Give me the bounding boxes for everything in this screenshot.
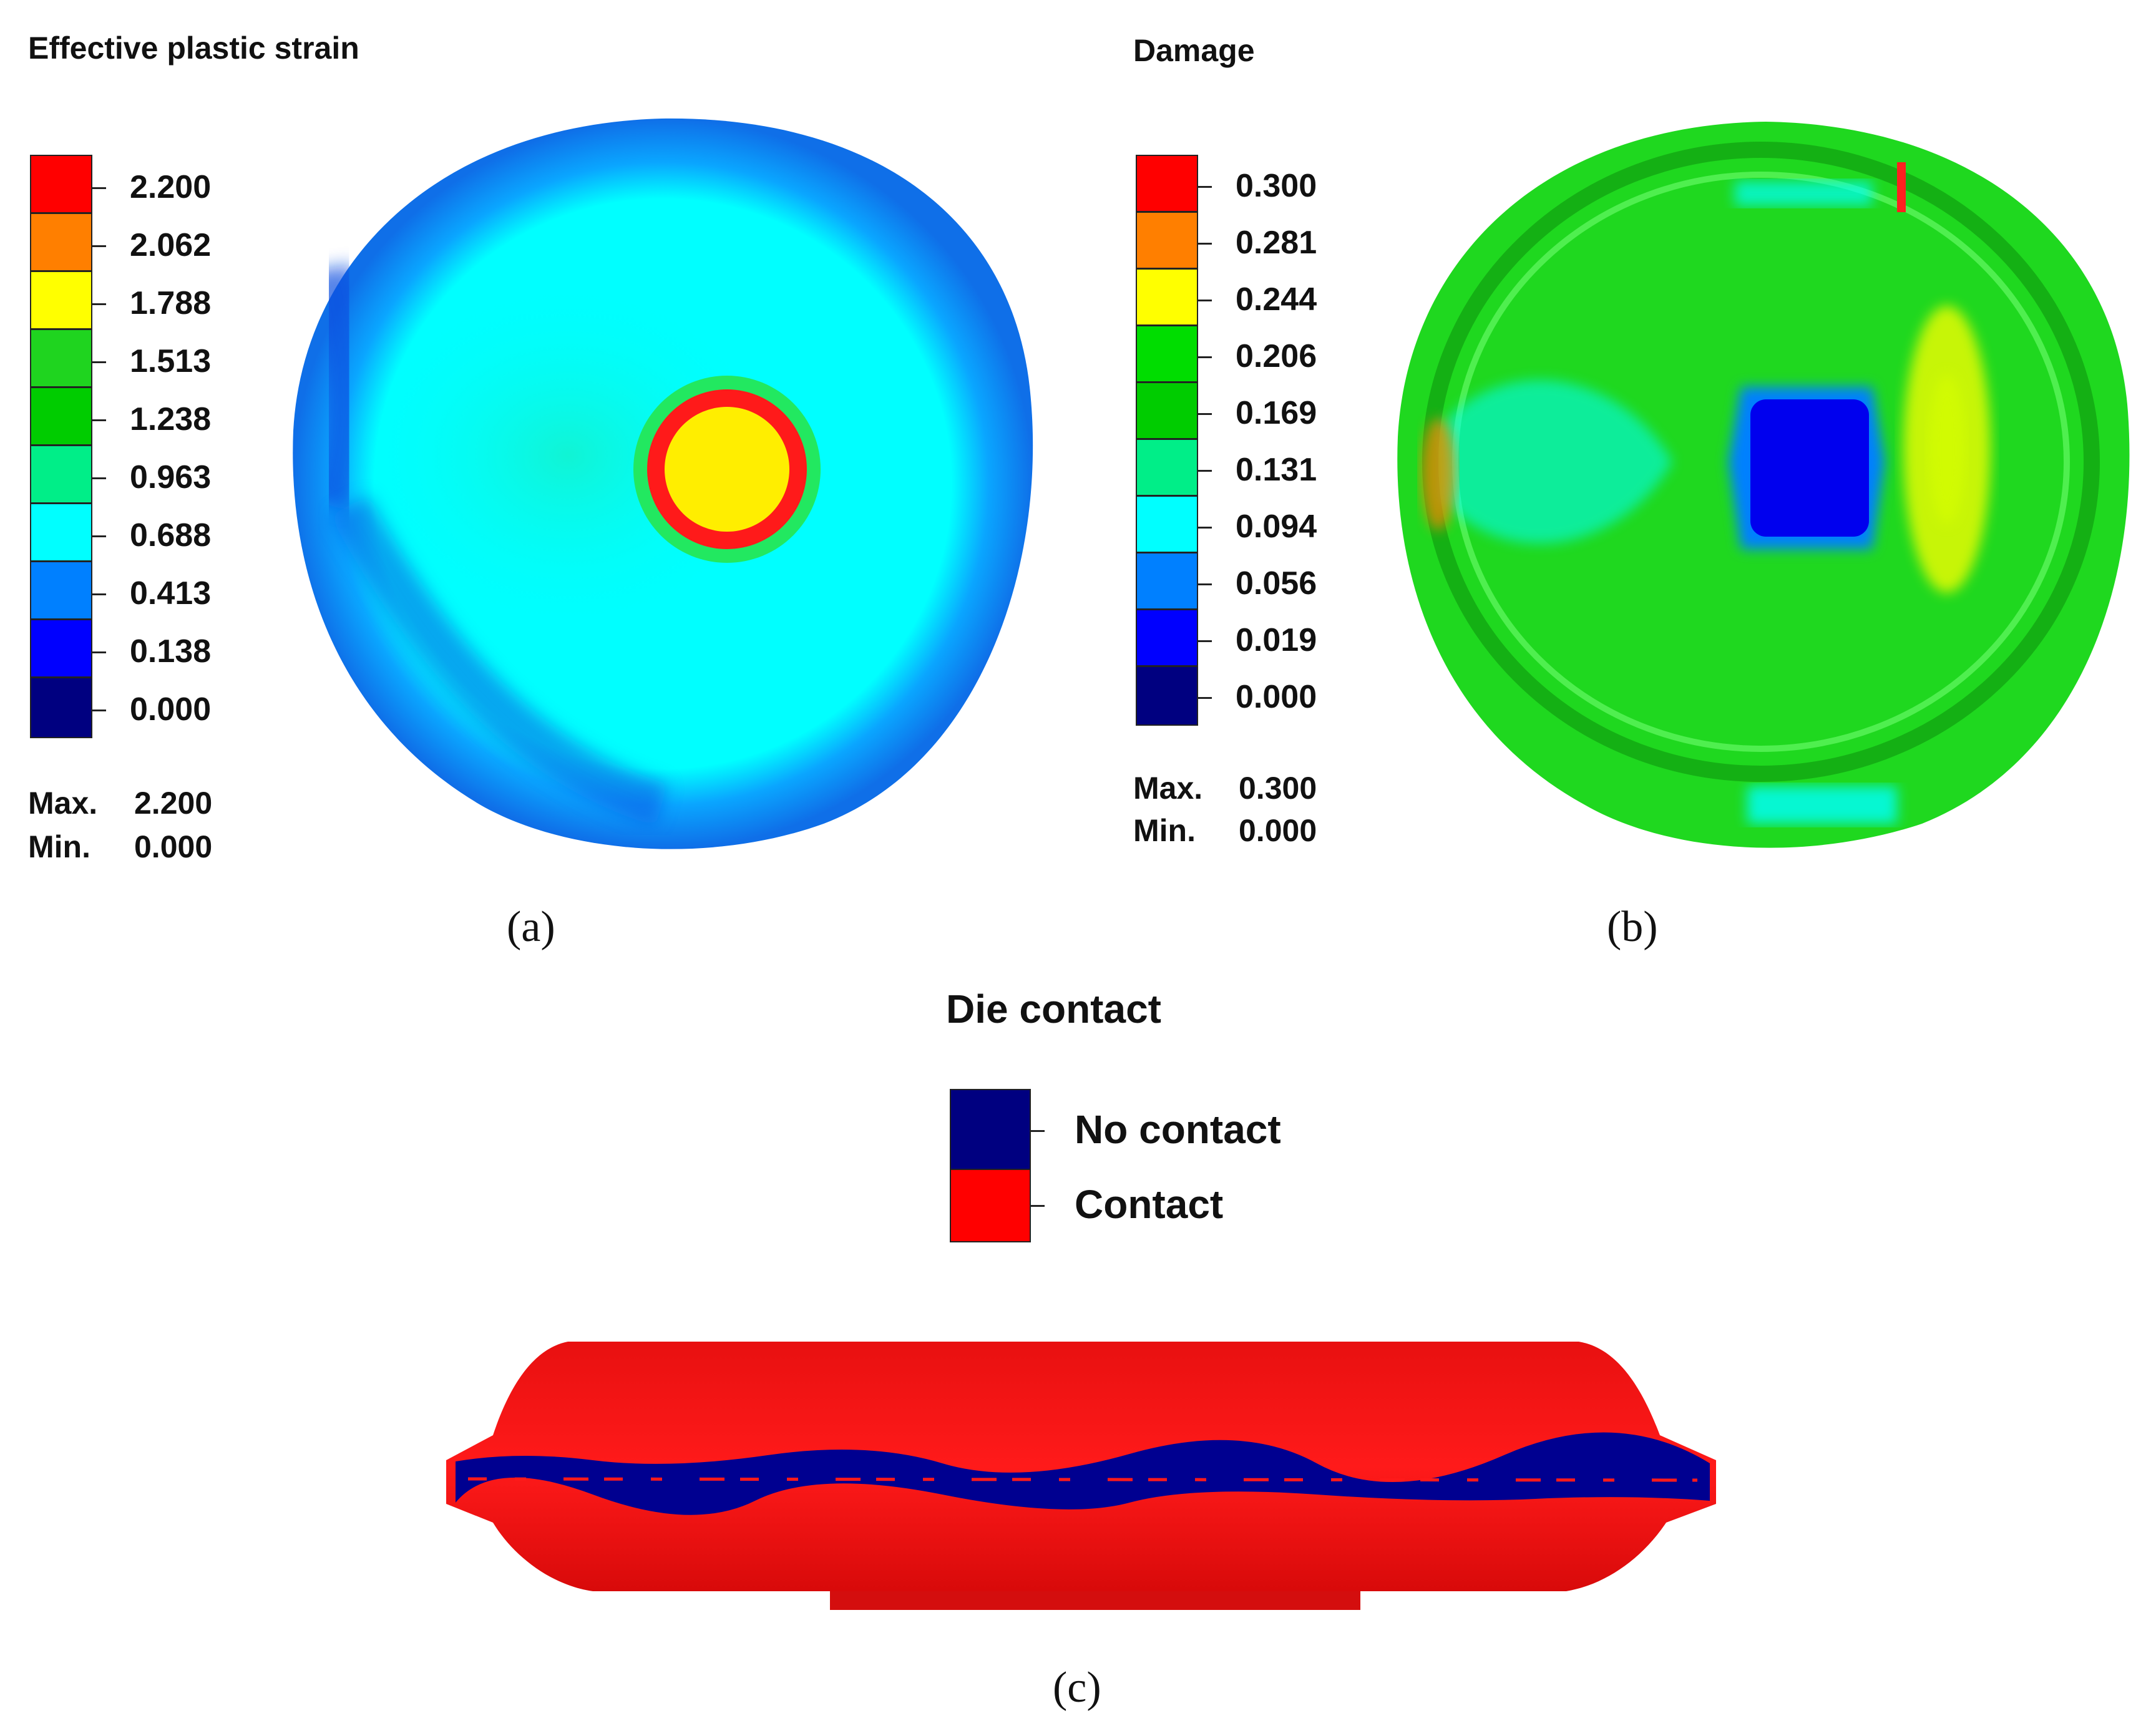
damage-tick-label: 0.244 bbox=[1236, 281, 1317, 318]
strain-tick-label: 0.138 bbox=[130, 633, 212, 670]
strain-swatch-6 bbox=[30, 503, 92, 562]
strain-min-value: 0.000 bbox=[134, 829, 213, 864]
damage-tick-label: 0.206 bbox=[1236, 338, 1317, 374]
strain-swatch-7 bbox=[30, 561, 92, 620]
strain-swatch-2 bbox=[30, 271, 92, 329]
strain-tick-label: 2.062 bbox=[130, 227, 212, 263]
contact-title: Die contact bbox=[946, 987, 1161, 1031]
damage-swatch-5 bbox=[1136, 439, 1198, 496]
damage-tick-label: 0.131 bbox=[1236, 452, 1317, 488]
damage-title: Damage bbox=[1133, 33, 1255, 68]
contact-legend: No contact Contact bbox=[950, 1089, 1387, 1245]
damage-max-label: Max. bbox=[1133, 771, 1203, 806]
damage-swatch-4 bbox=[1136, 382, 1198, 439]
damage-tick-label: 0.300 bbox=[1236, 168, 1317, 204]
damage-max-value: 0.300 bbox=[1239, 771, 1317, 806]
damage-tick-label: 0.094 bbox=[1236, 509, 1317, 545]
strain-tick-label: 1.238 bbox=[130, 401, 212, 437]
strain-swatch-1 bbox=[30, 213, 92, 271]
strain-tick-label: 2.200 bbox=[130, 169, 212, 205]
damage-tick-label: 0.169 bbox=[1236, 395, 1317, 431]
damage-swatch-1 bbox=[1136, 212, 1198, 269]
strain-swatch-0 bbox=[30, 155, 92, 213]
damage-legend: 0.300 0.281 0.244 0.206 0.169 0.131 0.09… bbox=[1136, 155, 1348, 729]
damage-swatch-7 bbox=[1136, 552, 1198, 610]
damage-tick-label: 0.019 bbox=[1236, 622, 1317, 658]
strain-contour-disc bbox=[293, 118, 1033, 849]
panel-c-caption: (c) bbox=[1053, 1664, 1101, 1712]
strain-swatch-8 bbox=[30, 619, 92, 678]
strain-swatch-3 bbox=[30, 329, 92, 388]
strain-tick-label: 1.513 bbox=[130, 343, 212, 379]
damage-tick-label: 0.000 bbox=[1236, 679, 1317, 715]
strain-tick-label: 0.688 bbox=[130, 517, 212, 553]
damage-swatch-0 bbox=[1136, 155, 1198, 212]
damage-tick-label: 0.056 bbox=[1236, 565, 1317, 602]
strain-swatch-5 bbox=[30, 445, 92, 504]
die-contact-workpiece bbox=[446, 1342, 1716, 1610]
strain-swatch-4 bbox=[30, 387, 92, 446]
contact-label: Contact bbox=[1075, 1182, 1224, 1227]
strain-title: Effective plastic strain bbox=[28, 31, 359, 66]
damage-tick-label: 0.281 bbox=[1236, 225, 1317, 261]
strain-tick-label: 0.413 bbox=[130, 575, 212, 612]
no-contact-swatch bbox=[950, 1089, 1031, 1170]
strain-max-value: 2.200 bbox=[134, 786, 213, 821]
strain-tick-label: 0.963 bbox=[130, 459, 212, 495]
strain-min-label: Min. bbox=[28, 829, 90, 864]
no-contact-label: No contact bbox=[1075, 1107, 1281, 1152]
damage-swatch-2 bbox=[1136, 268, 1198, 326]
damage-min-value: 0.000 bbox=[1239, 813, 1317, 848]
strain-max-label: Max. bbox=[28, 786, 98, 821]
damage-min-label: Min. bbox=[1133, 813, 1196, 848]
strain-swatch-9 bbox=[30, 677, 92, 738]
panel-b-caption: (b) bbox=[1607, 903, 1658, 951]
damage-swatch-3 bbox=[1136, 325, 1198, 383]
strain-tick-label: 1.788 bbox=[130, 285, 212, 321]
strain-tick-label: 0.000 bbox=[130, 691, 212, 728]
damage-swatch-8 bbox=[1136, 609, 1198, 666]
damage-swatch-9 bbox=[1136, 666, 1198, 726]
contact-swatch bbox=[950, 1169, 1031, 1242]
damage-contour-disc bbox=[1397, 122, 2130, 848]
damage-swatch-6 bbox=[1136, 495, 1198, 553]
strain-legend: 2.200 2.062 1.788 1.513 1.238 0.963 0.68… bbox=[30, 155, 242, 741]
panel-a-caption: (a) bbox=[507, 903, 555, 951]
